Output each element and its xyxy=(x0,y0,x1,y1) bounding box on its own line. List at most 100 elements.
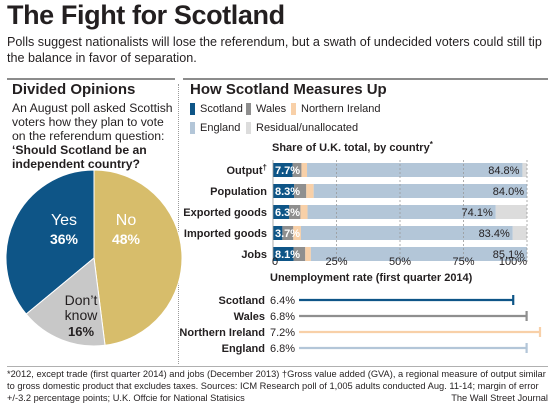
share-chart-bars xyxy=(273,163,527,261)
legend-england: England xyxy=(190,122,240,134)
share-value-england: 85.1% xyxy=(493,249,524,261)
pie-slice-dont-know xyxy=(25,257,106,347)
page-title: The Fight for Scotland xyxy=(7,0,285,30)
share-category-label: Population xyxy=(210,186,267,198)
share-bar-residual-unallocated-imported-goods xyxy=(512,226,527,240)
share-value-scotland: 8.1% xyxy=(275,249,300,261)
legend-label-wales: Wales xyxy=(256,103,287,115)
legend-northern-ireland: Northern Ireland xyxy=(291,103,381,115)
pie-slice-no xyxy=(93,169,183,346)
poll-question-text: An August poll asked Scottish voters how… xyxy=(12,101,177,171)
share-bar-northern-ireland-imported-goods xyxy=(293,226,301,240)
legend-swatch-residual xyxy=(246,122,251,134)
share-category-label: Jobs xyxy=(241,249,267,261)
right-panel-heading: How Scotland Measures Up xyxy=(190,81,387,98)
pie-label-dont-know-line1: Don’t xyxy=(65,292,98,308)
share-value-england: 84.8% xyxy=(488,165,519,177)
share-bar-residual-unallocated-exported-goods xyxy=(495,205,527,219)
legend-swatch-wales xyxy=(246,103,251,115)
share-tick-label: 25% xyxy=(325,256,347,268)
share-bar-northern-ireland-exported-goods xyxy=(300,205,308,219)
share-value-scotland: 3.7% xyxy=(275,228,300,240)
share-bar-wales-imported-goods xyxy=(282,226,294,240)
share-tick-label: 75% xyxy=(452,256,474,268)
share-category-label: Exported goods xyxy=(183,207,267,219)
footnote: *2012, except trade (first quarter 2014)… xyxy=(7,369,546,403)
share-tick-label: 0 xyxy=(272,256,278,268)
unemployment-label-northern-ireland: Northern Ireland xyxy=(179,327,265,339)
unemployment-value-wales: 6.8% xyxy=(270,311,295,323)
share-bar-england-output xyxy=(307,163,523,177)
poll-intro: An August poll asked Scottish voters how… xyxy=(12,101,173,143)
legend-swatch-northern-ireland xyxy=(291,103,296,115)
unemployment-label-wales: Wales xyxy=(234,311,265,323)
share-chart-labels: Output† 7.7% 84.8% Population 8.3% 84.0% Expor… xyxy=(183,163,527,268)
unemployment-value-northern-ireland: 7.2% xyxy=(270,327,295,339)
share-value-england: 84.0% xyxy=(493,186,524,198)
share-value-england: 83.4% xyxy=(479,228,510,240)
left-panel-heading: Divided Opinions xyxy=(12,81,136,98)
unemployment-label-england: England xyxy=(222,343,265,355)
share-bar-england-imported-goods xyxy=(300,226,513,240)
legend-swatch-england xyxy=(190,122,195,134)
share-bar-residual-unallocated-output xyxy=(522,163,527,177)
pie-value-dont-know: 16% xyxy=(68,324,94,339)
share-bar-northern-ireland-population xyxy=(306,184,314,198)
pie-label-no: No xyxy=(116,212,137,229)
right-heading-rule xyxy=(183,78,548,80)
legend-label-northern-ireland: Northern Ireland xyxy=(301,103,381,115)
legend-label-england: England xyxy=(200,122,241,134)
unemployment-label-scotland: Scotland xyxy=(219,295,265,307)
share-bar-northern-ireland-output xyxy=(301,163,308,177)
unemployment-value-scotland: 6.4% xyxy=(270,295,295,307)
unemployment-chart-title: Unemployment rate (first quarter 2014) xyxy=(270,272,473,284)
share-bar-wales-exported-goods xyxy=(289,205,301,219)
share-bar-wales-output xyxy=(292,163,302,177)
share-bar-england-jobs xyxy=(310,247,527,261)
unemployment-chart-marks: Scotland 6.4% Wales 6.8% Northern Ireland 7.2… xyxy=(179,295,542,355)
share-category-marker: † xyxy=(263,163,267,172)
share-category-label: Output† xyxy=(227,163,268,177)
share-value-scotland: 8.3% xyxy=(275,186,300,198)
legend-wales: Wales xyxy=(246,103,286,115)
share-bar-england-population xyxy=(313,184,527,198)
share-bar-northern-ireland-jobs xyxy=(305,247,311,261)
share-bar-wales-jobs xyxy=(293,247,306,261)
share-bar-scotland-population xyxy=(273,184,295,198)
legend-residual: Residual/unallocated xyxy=(246,122,358,134)
unemployment-value-england: 6.8% xyxy=(270,343,295,355)
pie-value-yes: 36% xyxy=(50,231,79,247)
share-bar-wales-population xyxy=(294,184,307,198)
pie-value-no: 48% xyxy=(112,231,141,247)
share-title-marker: * xyxy=(430,140,434,149)
share-value-scotland: 6.3% xyxy=(275,207,300,219)
footer-rule xyxy=(7,366,548,367)
left-heading-rule xyxy=(7,78,175,80)
page-subtitle: Polls suggest nationalists will lose the… xyxy=(7,35,542,65)
share-bar-scotland-jobs xyxy=(273,247,294,261)
legend-swatch-scotland xyxy=(190,103,195,115)
legend-label-residual: Residual/unallocated xyxy=(256,122,359,134)
share-value-scotland: 7.7% xyxy=(275,165,300,177)
share-bar-scotland-output xyxy=(273,163,293,177)
share-chart-title: Share of U.K. total, by country* xyxy=(272,140,434,154)
share-value-england: 74.1% xyxy=(462,207,493,219)
share-bar-england-exported-goods xyxy=(307,205,496,219)
poll-question: ‘Should Scotland be an independent count… xyxy=(12,143,147,171)
pie-slice-yes xyxy=(5,169,95,315)
share-tick-label: 100% xyxy=(499,256,527,268)
share-tick-label: 50% xyxy=(389,256,411,268)
legend-scotland: Scotland xyxy=(190,103,243,115)
panel-divider xyxy=(178,84,179,364)
pie-label-yes: Yes xyxy=(51,212,77,229)
share-chart-grid xyxy=(272,160,528,264)
share-bar-scotland-imported-goods xyxy=(273,226,283,240)
share-bar-scotland-exported-goods xyxy=(273,205,290,219)
pie-label-dont-know-line2: know xyxy=(65,307,99,323)
legend-label-scotland: Scotland xyxy=(200,103,243,115)
source-credit: The Wall Street Journal xyxy=(440,392,548,404)
share-category-label: Imported goods xyxy=(184,228,267,240)
